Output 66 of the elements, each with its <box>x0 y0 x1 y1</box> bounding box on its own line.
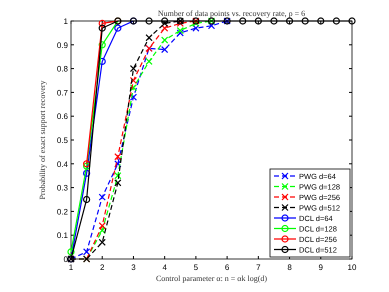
point <box>67 248 75 256</box>
chart-title: Number of data points vs. recovery rate, ρ = 6 <box>158 9 306 18</box>
point <box>114 160 122 168</box>
point <box>130 94 138 101</box>
point <box>176 20 184 27</box>
point <box>98 41 106 48</box>
y-tick-label: 0.2 <box>56 207 69 216</box>
x-tick-label: 8 <box>287 263 292 272</box>
point <box>317 17 324 25</box>
point <box>98 238 106 246</box>
point <box>98 20 106 27</box>
point <box>83 160 90 168</box>
point <box>145 17 153 25</box>
y-tick-label: 0.6 <box>56 112 69 122</box>
point <box>208 22 216 30</box>
point <box>161 17 168 25</box>
point <box>130 84 138 92</box>
point <box>161 46 168 54</box>
point <box>176 29 184 36</box>
y-tick-label: 0 <box>64 255 69 264</box>
point <box>98 58 106 66</box>
point <box>239 17 246 25</box>
y-tick-label: 0.7 <box>56 88 69 98</box>
y-tick-label: 0.1 <box>56 231 69 240</box>
point <box>114 153 122 160</box>
x-tick-label: 6 <box>224 263 230 272</box>
point <box>145 34 153 42</box>
point <box>114 24 122 32</box>
x-tick-label: 3 <box>131 263 136 272</box>
point <box>145 58 153 66</box>
y-tick-label: 0.5 <box>56 136 69 145</box>
point <box>98 226 106 234</box>
point <box>332 17 340 25</box>
point <box>176 26 184 34</box>
y-tick-label: 0.8 <box>56 64 69 74</box>
point <box>98 222 106 230</box>
point <box>192 24 200 32</box>
x-axis-title: Control parameter α: n = αk log(d) <box>156 274 268 283</box>
x-tick-label: 10 <box>348 263 357 272</box>
point <box>98 24 106 32</box>
point <box>302 17 309 25</box>
x-tick-label: 9 <box>318 263 324 272</box>
point <box>286 17 294 25</box>
x-tick-label: 7 <box>256 263 262 272</box>
point <box>83 170 90 177</box>
y-tick-label: 0.9 <box>56 40 69 50</box>
point <box>83 248 90 256</box>
point <box>83 162 90 170</box>
x-tick-label: 4 <box>162 263 168 272</box>
point <box>270 17 278 25</box>
y-tick-label: 0.4 <box>56 160 69 169</box>
point <box>114 179 122 186</box>
y-tick-label: 1 <box>64 17 69 26</box>
point <box>114 172 122 180</box>
point <box>83 196 90 204</box>
point <box>161 36 168 44</box>
point <box>348 17 356 25</box>
point <box>161 24 168 32</box>
point <box>192 20 200 27</box>
x-tick-label: 5 <box>194 263 199 272</box>
y-tick-label: 0.3 <box>56 184 69 193</box>
point <box>130 65 138 72</box>
y-axis-title: Probability of exact support recovery <box>38 80 47 200</box>
x-tick-label: 2 <box>100 263 105 272</box>
point <box>98 194 106 201</box>
point <box>130 76 138 84</box>
